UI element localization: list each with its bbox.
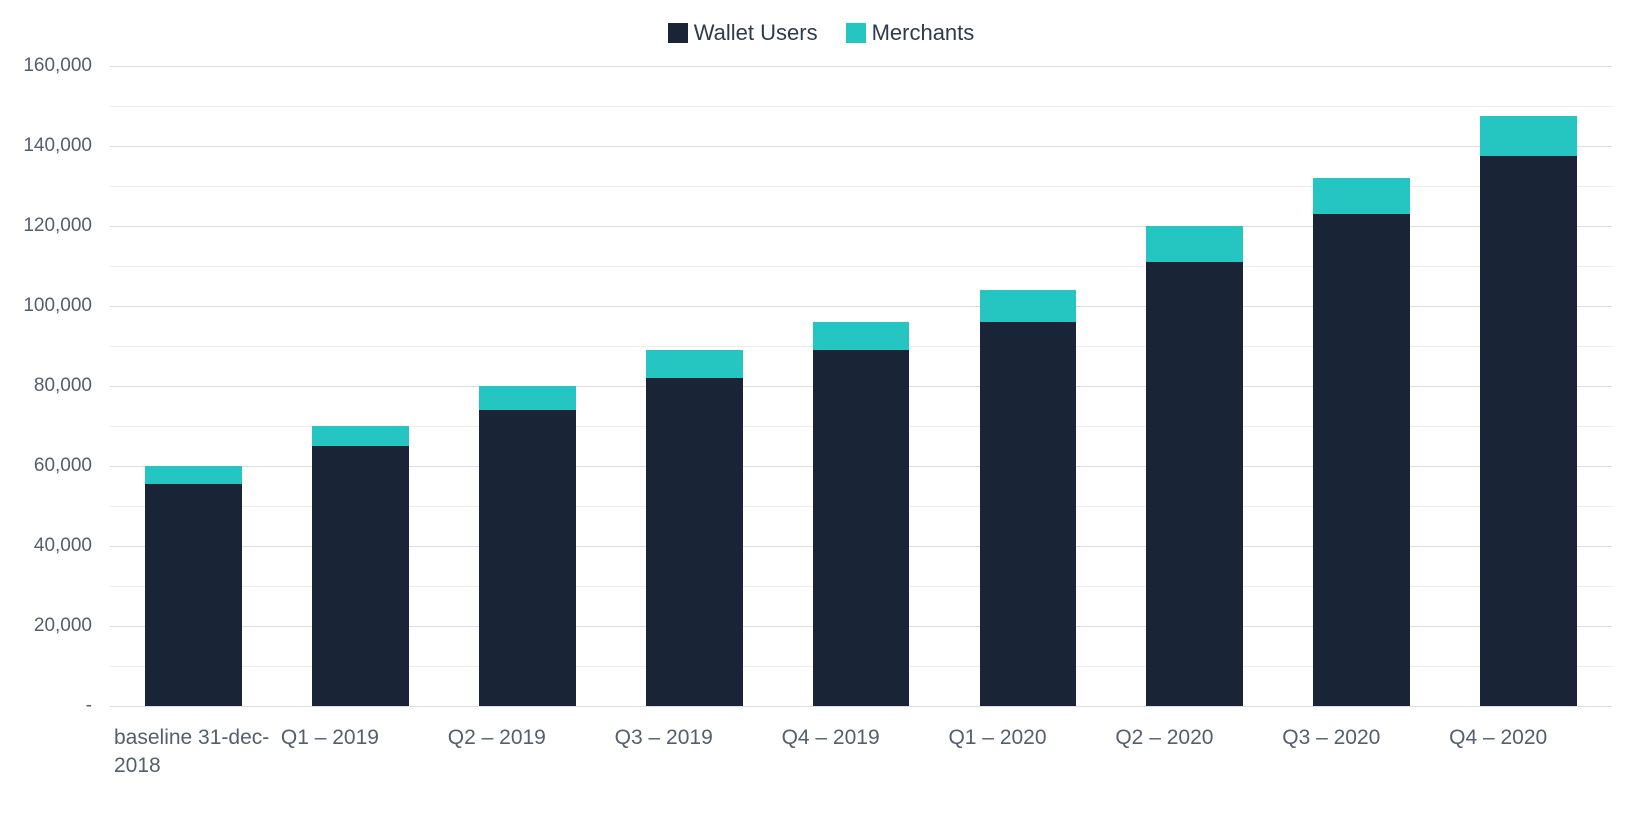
bar-segment-merchants (479, 386, 576, 410)
bar-slot (1445, 66, 1612, 706)
bar-segment-merchants (1480, 116, 1577, 156)
bar-segment-wallet-users (646, 378, 743, 706)
bar (646, 350, 743, 706)
y-tick-label: 160,000 (12, 55, 92, 77)
bar (813, 322, 910, 706)
y-tick-label: - (12, 695, 92, 717)
x-axis-label: Q1 – 2019 (277, 724, 444, 781)
x-axis-label: Q3 – 2020 (1278, 724, 1445, 781)
bars-group (110, 66, 1612, 706)
x-axis-label: Q2 – 2020 (1111, 724, 1278, 781)
x-axis-label: Q4 – 2019 (778, 724, 945, 781)
bar-slot (611, 66, 778, 706)
bar-segment-wallet-users (1146, 262, 1243, 706)
bar-slot (778, 66, 945, 706)
y-tick-label: 20,000 (12, 615, 92, 637)
bar (980, 290, 1077, 706)
bar-segment-merchants (1313, 178, 1410, 214)
legend-swatch-0 (668, 23, 688, 43)
legend-label-0: Wallet Users (694, 20, 818, 46)
bar-segment-merchants (1146, 226, 1243, 262)
x-axis-label: Q3 – 2019 (611, 724, 778, 781)
bar-segment-wallet-users (1313, 214, 1410, 706)
bar-segment-wallet-users (145, 484, 242, 706)
gridline-major (110, 706, 1612, 707)
legend-label-1: Merchants (872, 20, 975, 46)
plot-area: - 20,000 40,000 60,000 80,000 100,000 12… (110, 66, 1612, 706)
x-axis-label: baseline 31-dec-2018 (110, 724, 277, 781)
stacked-bar-chart: Wallet Users Merchants - 20,000 40,000 60… (20, 20, 1622, 810)
bar-segment-merchants (980, 290, 1077, 322)
bar-segment-merchants (312, 426, 409, 446)
chart-legend: Wallet Users Merchants (20, 20, 1622, 46)
legend-item-0: Wallet Users (668, 20, 818, 46)
bar-segment-wallet-users (980, 322, 1077, 706)
y-axis: - 20,000 40,000 60,000 80,000 100,000 12… (20, 66, 100, 706)
x-axis: baseline 31-dec-2018Q1 – 2019Q2 – 2019Q3… (110, 724, 1612, 781)
legend-swatch-1 (846, 23, 866, 43)
bar-segment-merchants (646, 350, 743, 378)
x-axis-label: Q2 – 2019 (444, 724, 611, 781)
bar-segment-merchants (813, 322, 910, 350)
y-tick-label: 100,000 (12, 295, 92, 317)
y-tick-label: 60,000 (12, 455, 92, 477)
y-tick-label: 120,000 (12, 215, 92, 237)
legend-item-1: Merchants (846, 20, 975, 46)
x-axis-label: Q1 – 2020 (944, 724, 1111, 781)
y-tick-label: 80,000 (12, 375, 92, 397)
bar-segment-wallet-users (479, 410, 576, 706)
bar-slot (1278, 66, 1445, 706)
bar-segment-wallet-users (813, 350, 910, 706)
bar (1313, 178, 1410, 706)
bar (1146, 226, 1243, 706)
bar-slot (944, 66, 1111, 706)
bar-slot (110, 66, 277, 706)
bar (1480, 116, 1577, 706)
bar (312, 426, 409, 706)
bar-segment-wallet-users (1480, 156, 1577, 706)
bar-segment-wallet-users (312, 446, 409, 706)
bar-segment-merchants (145, 466, 242, 484)
y-tick-label: 40,000 (12, 535, 92, 557)
bar-slot (277, 66, 444, 706)
bar-slot (444, 66, 611, 706)
bar-slot (1111, 66, 1278, 706)
y-tick-label: 140,000 (12, 135, 92, 157)
bar (145, 466, 242, 706)
bar (479, 386, 576, 706)
x-axis-label: Q4 – 2020 (1445, 724, 1612, 781)
